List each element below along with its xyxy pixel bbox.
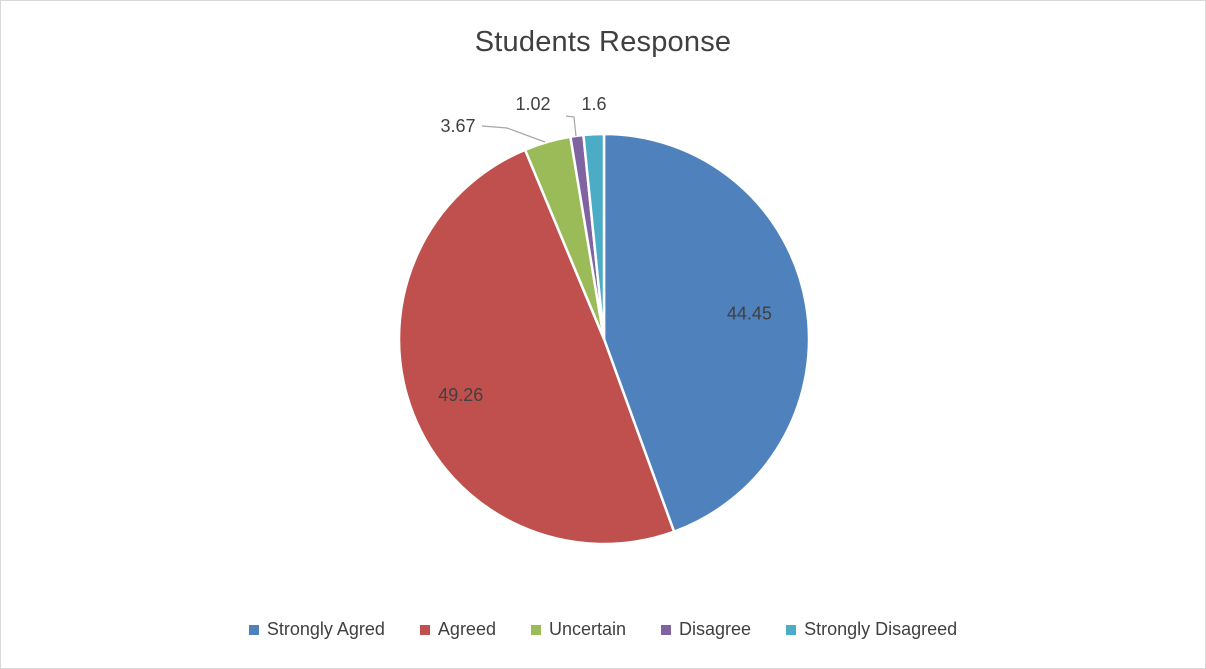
pie-slice-strongly-agred bbox=[602, 132, 811, 533]
legend-label-strongly-agred: Strongly Agred bbox=[266, 619, 385, 639]
legend-label-agreed: Agreed bbox=[437, 619, 496, 639]
legend-swatch-strongly-disagreed bbox=[786, 624, 797, 635]
leader-line-uncertain bbox=[481, 125, 546, 143]
data-label-agreed: 49.26 bbox=[438, 385, 483, 405]
pie-slices bbox=[397, 132, 811, 546]
legend-swatch-strongly-agred bbox=[248, 624, 259, 635]
legend-swatch-agreed bbox=[419, 624, 430, 635]
leader-lines bbox=[481, 115, 577, 143]
legend-label-uncertain: Uncertain bbox=[548, 619, 627, 639]
legend-item-strongly-agred: Strongly Agred bbox=[248, 619, 385, 640]
chart-legend: Strongly Agred Agreed Uncertain Disagree Str… bbox=[0, 619, 1206, 640]
legend-label-strongly-disagreed: Strongly Disagreed bbox=[804, 619, 958, 639]
pie-slice-strongly-disagreed bbox=[582, 132, 606, 341]
data-label-uncertain: 3.67 bbox=[440, 116, 475, 136]
legend-label-disagree: Disagree bbox=[679, 619, 752, 639]
legend-item-agreed: Agreed bbox=[419, 619, 496, 640]
legend-item-disagree: Disagree bbox=[661, 619, 751, 640]
data-labels: 44.45 49.26 3.67 1.02 1.6 bbox=[438, 94, 772, 405]
pie-slice-agreed bbox=[397, 148, 676, 546]
legend-swatch-disagree bbox=[661, 624, 672, 635]
data-label-strongly-disagreed: 1.6 bbox=[581, 94, 606, 114]
chart-title: Students Response bbox=[474, 26, 732, 58]
data-label-disagree: 1.02 bbox=[515, 94, 550, 114]
legend-item-strongly-disagreed: Strongly Disagreed bbox=[786, 619, 957, 640]
data-label-strongly-agred: 44.45 bbox=[727, 303, 772, 323]
leader-line-disagree bbox=[565, 115, 577, 137]
legend-swatch-uncertain bbox=[530, 624, 541, 635]
legend-item-uncertain: Uncertain bbox=[530, 619, 627, 640]
